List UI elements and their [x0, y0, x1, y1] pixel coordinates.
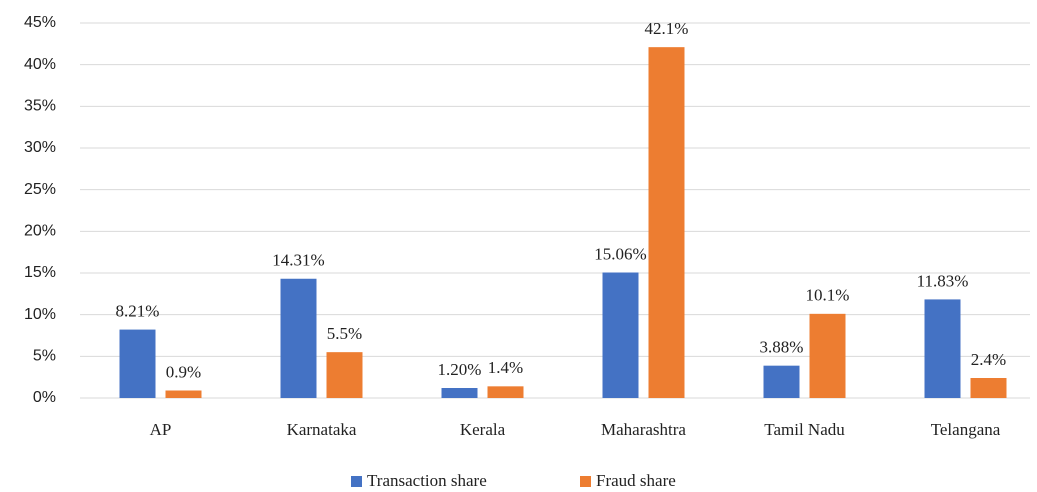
bar: [487, 386, 524, 398]
data-label: 0.9%: [166, 362, 201, 381]
bar: [326, 352, 363, 398]
y-tick-label: 0%: [33, 389, 56, 406]
bar: [648, 47, 685, 399]
bar: [441, 388, 478, 398]
legend-swatch: [351, 476, 362, 487]
x-tick-label: Kerala: [460, 420, 506, 439]
bar: [119, 329, 156, 398]
y-tick-label: 45%: [24, 14, 56, 31]
y-tick-label: 15%: [24, 264, 56, 281]
y-tick-label: 5%: [33, 348, 56, 365]
data-label: 5.5%: [327, 324, 362, 343]
y-tick-label: 35%: [24, 98, 56, 115]
bar: [924, 299, 961, 398]
legend-swatch: [580, 476, 591, 487]
data-label: 1.4%: [488, 358, 523, 377]
x-tick-label: Karnataka: [287, 420, 357, 439]
data-label: 11.83%: [917, 271, 969, 290]
y-tick-label: 40%: [24, 56, 56, 73]
data-label: 10.1%: [806, 286, 850, 305]
bar: [763, 365, 800, 398]
x-tick-label: Maharashtra: [601, 420, 686, 439]
bar: [602, 272, 639, 398]
x-tick-label: Telangana: [931, 420, 1001, 439]
data-label: 3.88%: [760, 338, 804, 357]
bar: [165, 390, 202, 398]
y-tick-label: 25%: [24, 181, 56, 198]
legend-label: Fraud share: [596, 471, 676, 490]
bar: [970, 378, 1007, 398]
y-tick-label: 30%: [24, 139, 56, 156]
data-label: 15.06%: [594, 244, 646, 263]
legend-label: Transaction share: [367, 471, 487, 490]
data-label: 1.20%: [438, 360, 482, 379]
data-label: 14.31%: [272, 251, 324, 270]
bar: [280, 278, 317, 398]
x-tick-label: Tamil Nadu: [764, 420, 845, 439]
data-label: 8.21%: [116, 301, 160, 320]
y-tick-label: 10%: [24, 306, 56, 323]
data-label: 42.1%: [645, 19, 689, 38]
x-tick-label: AP: [150, 420, 172, 439]
y-tick-label: 20%: [24, 223, 56, 240]
data-label: 2.4%: [971, 350, 1006, 369]
bar: [809, 313, 846, 398]
